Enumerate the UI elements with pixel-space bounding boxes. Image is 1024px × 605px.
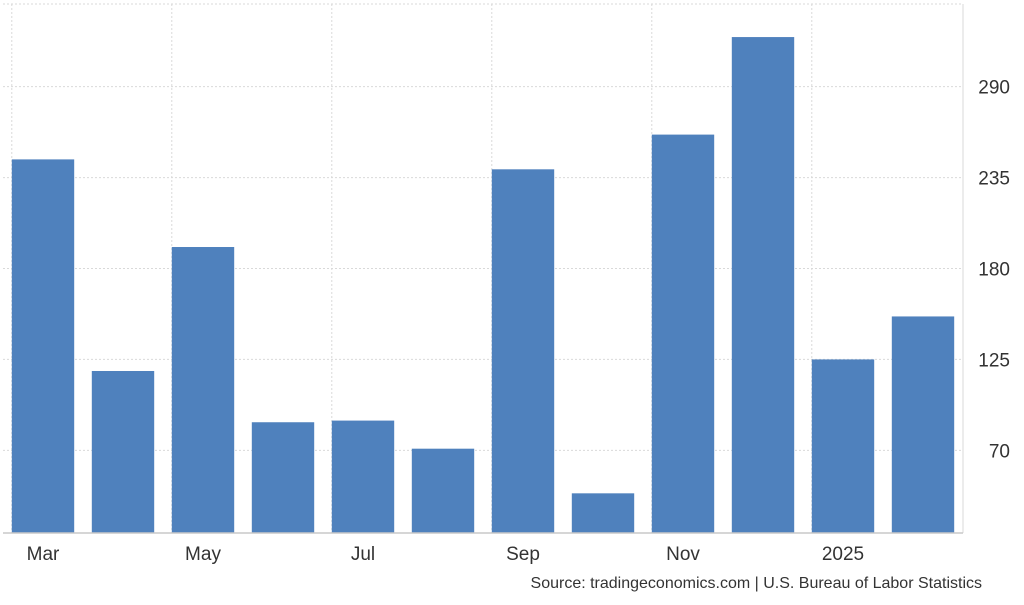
x-tick-label-0: Mar — [27, 544, 60, 565]
y-tick-label-2: 180 — [978, 260, 1010, 281]
bar-oct — [571, 493, 635, 533]
x-tick-label-2: May — [185, 544, 221, 565]
x-tick-label-6: Sep — [506, 544, 540, 565]
x-tick-label-8: Nov — [666, 544, 700, 565]
y-tick-label-3: 235 — [978, 169, 1010, 190]
bar-may — [171, 247, 235, 533]
bar-2025 — [811, 359, 875, 533]
bar-nov — [651, 134, 715, 534]
bars — [11, 37, 955, 534]
bar-jun — [251, 422, 315, 533]
bar-aug — [411, 448, 475, 533]
bar-mar — [11, 159, 75, 534]
y-tick-label-1: 125 — [978, 350, 1010, 371]
x-tick-label-4: Jul — [351, 544, 375, 565]
bar-apr — [91, 370, 155, 533]
bar-feb — [891, 316, 955, 533]
y-tick-label-4: 290 — [978, 78, 1010, 99]
x-axis-ticks: Mar May Jul Sep Nov 2025 — [27, 544, 865, 565]
x-tick-label-10: 2025 — [822, 544, 864, 565]
y-axis-ticks: 70 125 180 235 290 — [978, 78, 1010, 463]
source-note: Source: tradingeconomics.com | U.S. Bure… — [531, 575, 982, 592]
bar-dec — [731, 37, 795, 533]
bar-jul — [331, 420, 395, 533]
bar-sep — [491, 169, 555, 533]
y-tick-label-0: 70 — [989, 441, 1010, 462]
